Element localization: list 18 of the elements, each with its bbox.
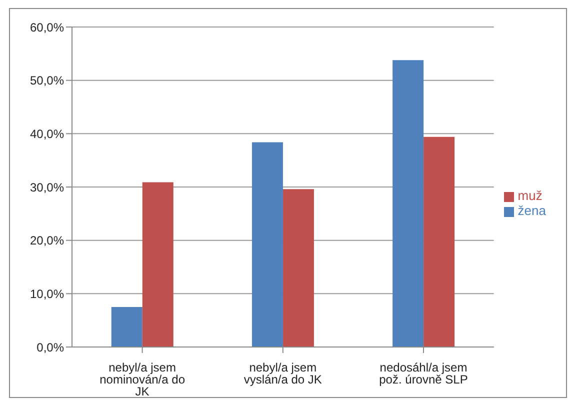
bar: [282, 189, 314, 347]
x-tick-label: nebyl/a jsem vyslán/a do JK: [244, 360, 322, 387]
bar: [424, 136, 455, 347]
y-tick-label: 20,0%: [30, 234, 64, 248]
legend-label: žena: [518, 203, 546, 218]
x-tick-label: nebyl/a jsem nominován/a do JK: [100, 360, 186, 399]
y-tick-label: 0,0%: [36, 340, 64, 354]
bar: [142, 182, 174, 347]
y-tick-label: 30,0%: [30, 180, 64, 194]
legend-label: muž: [518, 188, 542, 203]
bar: [252, 142, 283, 347]
y-tick-label: 40,0%: [30, 126, 64, 141]
y-tick-label: 10,0%: [30, 286, 64, 301]
bar: [392, 60, 424, 347]
bar: [111, 307, 142, 347]
x-tick-label: nedosáhl/a jsem pož. úrovně SLP: [379, 360, 468, 387]
y-tick-label: 50,0%: [30, 74, 64, 88]
y-tick-label: 60,0%: [30, 20, 64, 34]
